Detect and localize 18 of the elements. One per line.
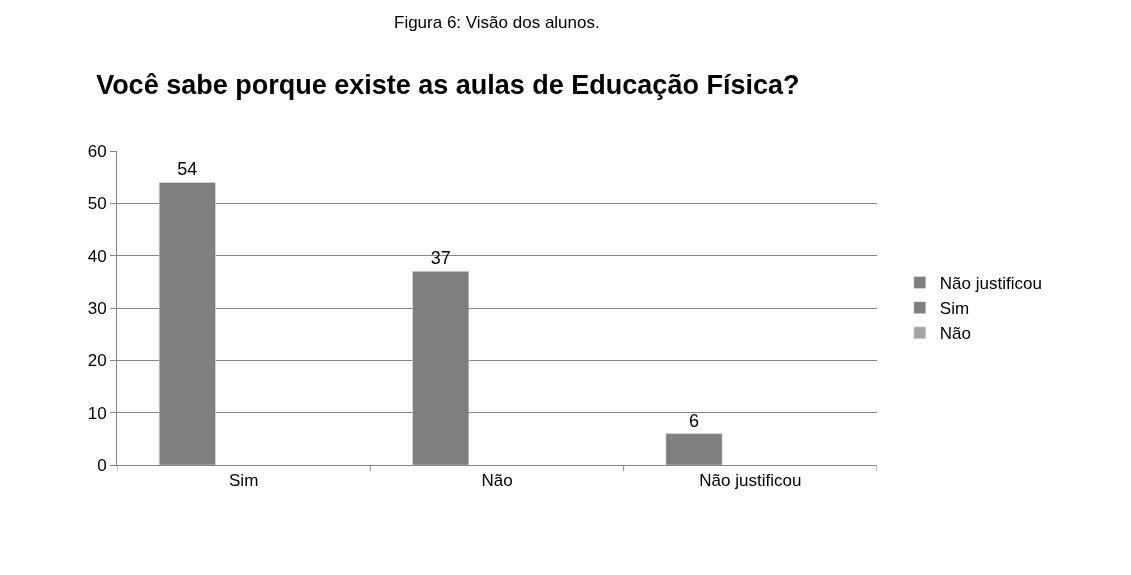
data-label: 6 [689,410,700,431]
data-label: 54 [177,159,198,180]
legend-label: Não justificou [939,274,1042,294]
legend-label: Não [939,324,971,344]
data-label: 37 [430,248,451,269]
y-tick-label: 30 [87,298,107,318]
y-tick-label: 0 [97,455,107,475]
y-tick-label: 10 [87,403,107,423]
x-tick-label: Sim [229,471,259,491]
text: Figura 6: Visão dos alunos. [394,13,600,32]
y-tick-label: 50 [87,194,107,214]
x-tick-label: Não [481,471,513,491]
chart-title: Você sabe porque existe as aulas de Educação Física? [96,69,800,100]
legend-label: Sim [939,299,970,319]
x-tick-label: Não justificou [699,471,802,491]
y-tick-label: 40 [87,246,107,266]
y-tick-label: 60 [87,141,107,161]
y-tick-label: 20 [87,351,107,371]
